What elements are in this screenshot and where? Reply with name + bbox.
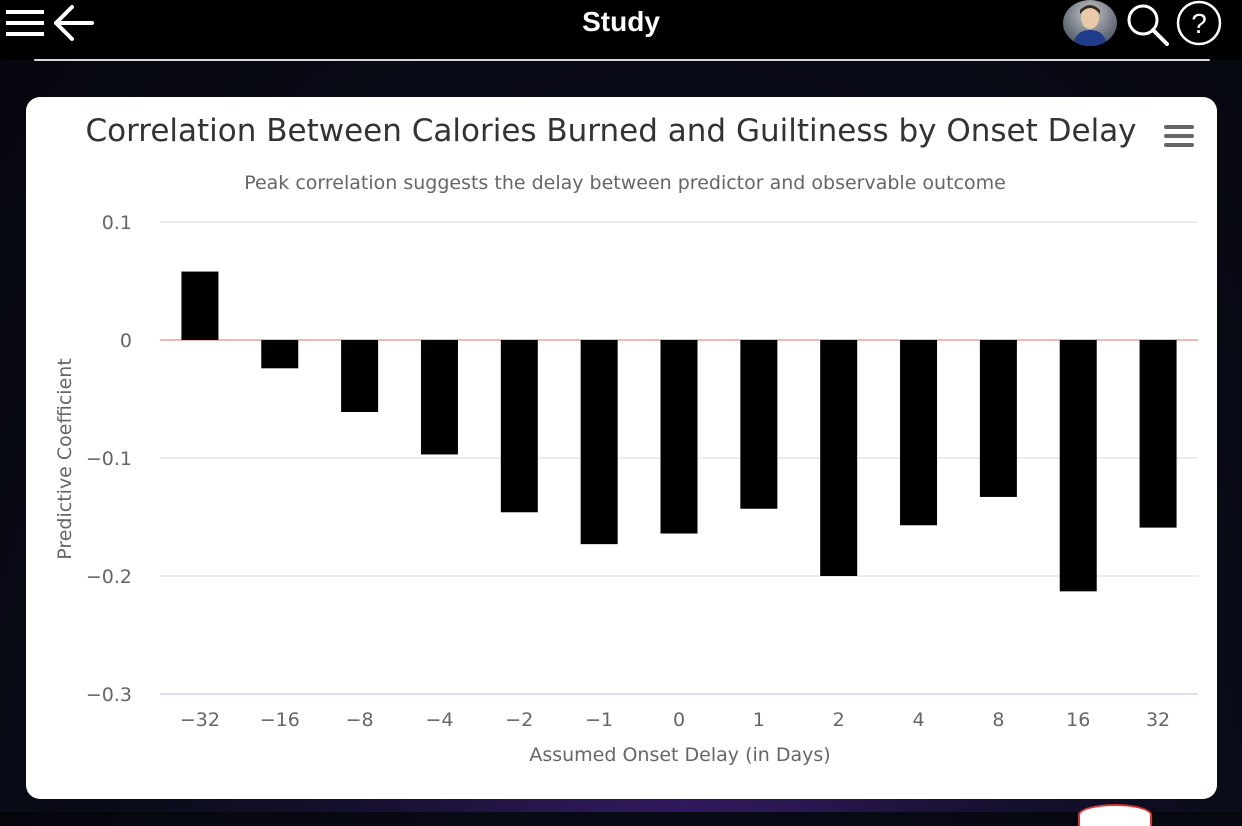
chart-title: Correlation Between Calories Burned and … bbox=[85, 113, 1136, 149]
y-tick-label: 0 bbox=[120, 330, 132, 352]
bar-chart: Correlation Between Calories Burned and … bbox=[54, 113, 1198, 766]
y-tick-label: −0.1 bbox=[86, 448, 132, 470]
y-axis-label: Predictive Coefficient bbox=[54, 358, 76, 560]
bar[interactable] bbox=[1139, 340, 1177, 528]
bar[interactable] bbox=[580, 340, 618, 545]
x-tick-label: 1 bbox=[753, 709, 765, 731]
x-tick-label: −8 bbox=[346, 709, 374, 731]
menu-icon[interactable] bbox=[6, 8, 46, 38]
y-tick-label: −0.2 bbox=[86, 566, 132, 588]
bottom-badge bbox=[1078, 804, 1152, 826]
bar[interactable] bbox=[1059, 340, 1097, 592]
x-tick-label: 0 bbox=[673, 709, 685, 731]
chart-subtitle: Peak correlation suggests the delay betw… bbox=[244, 172, 1006, 194]
bar[interactable] bbox=[660, 340, 698, 534]
x-tick-label: −2 bbox=[505, 709, 533, 731]
top-bar: Study ? bbox=[0, 0, 1242, 60]
x-axis-label: Assumed Onset Delay (in Days) bbox=[529, 744, 830, 766]
y-tick-label: 0.1 bbox=[102, 212, 132, 234]
x-tick-label: −32 bbox=[180, 709, 220, 731]
x-tick-label: 32 bbox=[1146, 709, 1170, 731]
bar[interactable] bbox=[341, 340, 379, 412]
header-divider bbox=[34, 59, 1210, 61]
bar[interactable] bbox=[900, 340, 938, 526]
bar[interactable] bbox=[820, 340, 858, 576]
x-tick-label: −1 bbox=[585, 709, 613, 731]
search-icon[interactable] bbox=[1124, 2, 1170, 46]
x-tick-label: 4 bbox=[912, 709, 924, 731]
bar[interactable] bbox=[500, 340, 538, 513]
bar[interactable] bbox=[420, 340, 458, 455]
avatar[interactable] bbox=[1063, 0, 1117, 46]
bar[interactable] bbox=[261, 340, 299, 369]
help-icon[interactable]: ? bbox=[1175, 0, 1223, 46]
x-tick-label: 16 bbox=[1066, 709, 1090, 731]
y-tick-label: −0.3 bbox=[86, 684, 132, 706]
help-glyph: ? bbox=[1191, 8, 1207, 39]
back-arrow-icon[interactable] bbox=[52, 4, 94, 42]
x-tick-label: −4 bbox=[425, 709, 453, 731]
page-title: Study bbox=[582, 6, 660, 37]
bar[interactable] bbox=[979, 340, 1017, 497]
x-tick-label: −16 bbox=[260, 709, 300, 731]
bar[interactable] bbox=[181, 271, 219, 340]
x-tick-label: 2 bbox=[833, 709, 845, 731]
chart-menu-icon[interactable] bbox=[1163, 123, 1195, 149]
bar[interactable] bbox=[740, 340, 778, 509]
x-tick-label: 8 bbox=[992, 709, 1004, 731]
chart-card: Correlation Between Calories Burned and … bbox=[26, 97, 1217, 799]
